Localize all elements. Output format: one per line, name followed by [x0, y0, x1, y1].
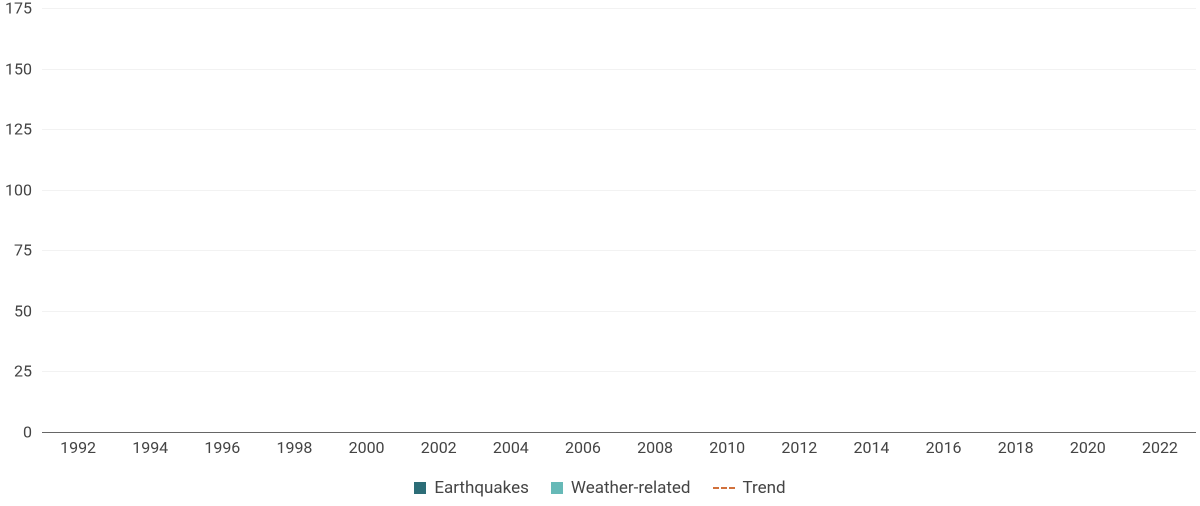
x-tick-label: 2006 [565, 438, 601, 457]
x-tick-label: 2012 [781, 438, 817, 457]
gridline [42, 129, 1196, 130]
legend-item-earthquakes: Earthquakes [414, 478, 529, 498]
gridline [42, 8, 1196, 9]
x-tick-label: 2022 [1142, 438, 1178, 457]
plot-area [42, 8, 1196, 432]
x-tick-label: 2020 [1070, 438, 1106, 457]
gridline [42, 69, 1196, 70]
legend-item-trend: Trend [713, 478, 786, 498]
y-tick-label: 50 [0, 301, 32, 320]
x-tick-label: 1996 [204, 438, 240, 457]
gridline [42, 311, 1196, 312]
x-tick-label: 1992 [60, 438, 96, 457]
legend-swatch-dash [713, 487, 735, 489]
legend-label: Earthquakes [434, 478, 529, 498]
legend-label: Weather-related [571, 478, 691, 498]
gridline [42, 371, 1196, 372]
x-tick-label: 2000 [349, 438, 385, 457]
y-tick-label: 0 [0, 423, 32, 442]
x-tick-label: 2002 [421, 438, 457, 457]
y-tick-label: 75 [0, 241, 32, 260]
x-tick-label: 1994 [132, 438, 168, 457]
y-tick-label: 125 [0, 120, 32, 139]
legend-swatch-square [551, 482, 563, 494]
x-tick-label: 2018 [998, 438, 1034, 457]
legend: Earthquakes Weather-related Trend [0, 476, 1200, 500]
y-tick-label: 100 [0, 180, 32, 199]
gridline [42, 190, 1196, 191]
x-tick-label: 2014 [853, 438, 889, 457]
legend-swatch-square [414, 482, 426, 494]
x-tick-label: 2004 [493, 438, 529, 457]
x-axis-line [42, 432, 1196, 433]
x-tick-label: 2016 [926, 438, 962, 457]
legend-label: Trend [743, 478, 786, 498]
chart-container: 0 25 50 75 100 125 150 175 1992 1994 1996 1998 2000… [0, 0, 1200, 506]
x-tick-label: 2010 [709, 438, 745, 457]
y-tick-label: 175 [0, 0, 32, 18]
x-tick-label: 2008 [637, 438, 673, 457]
gridline [42, 250, 1196, 251]
y-tick-label: 150 [0, 59, 32, 78]
legend-item-weather: Weather-related [551, 478, 691, 498]
x-tick-label: 1998 [276, 438, 312, 457]
y-tick-label: 25 [0, 362, 32, 381]
